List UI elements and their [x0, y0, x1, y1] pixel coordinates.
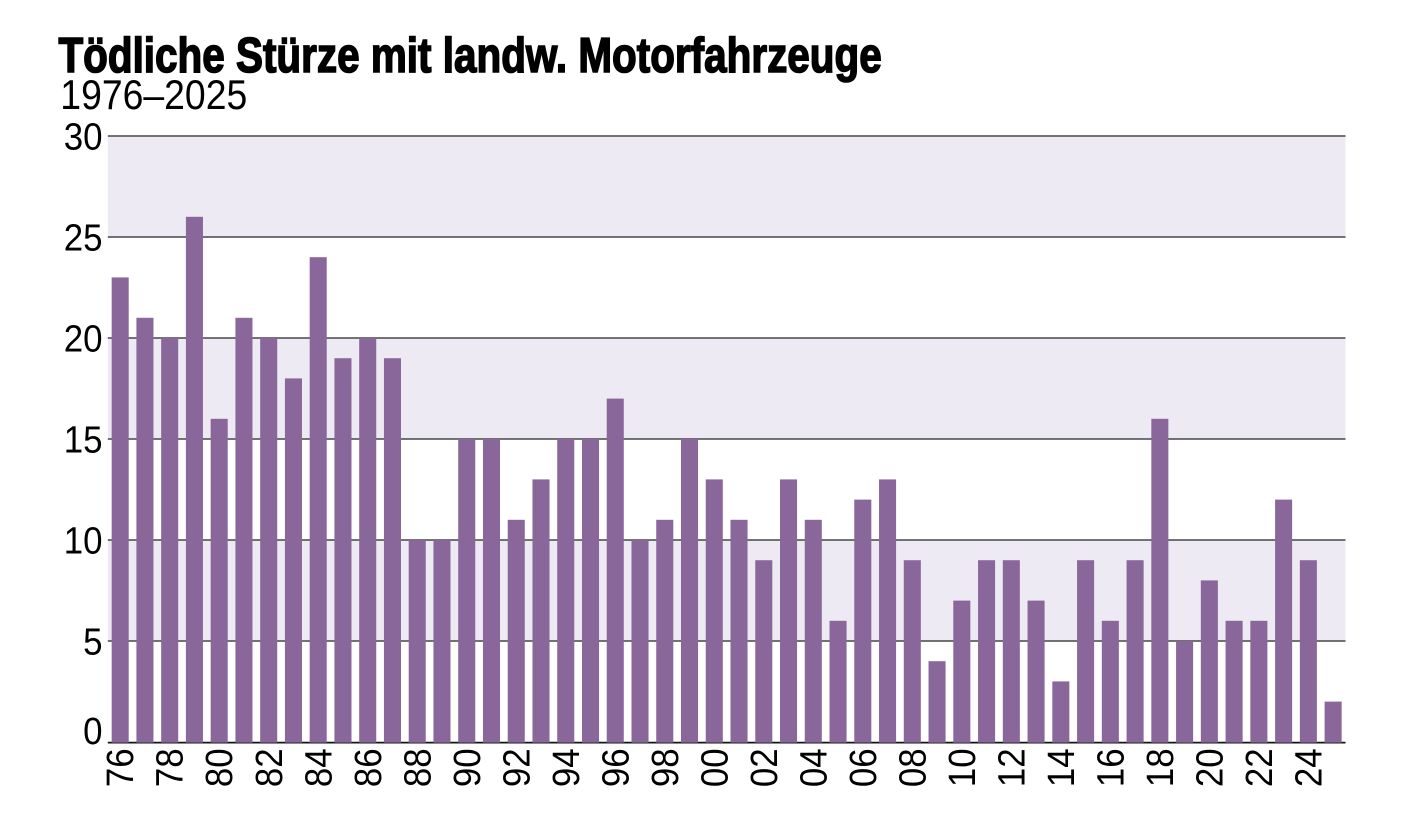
svg-text:16: 16: [1089, 748, 1132, 787]
svg-text:0: 0: [83, 710, 102, 753]
svg-text:5: 5: [83, 620, 102, 663]
svg-text:06: 06: [842, 748, 885, 787]
svg-text:25: 25: [64, 216, 103, 259]
svg-text:86: 86: [347, 748, 390, 787]
svg-text:76: 76: [99, 748, 142, 787]
svg-text:90: 90: [446, 748, 489, 787]
svg-text:00: 00: [693, 748, 736, 787]
svg-text:24: 24: [1287, 748, 1330, 787]
svg-text:02: 02: [743, 748, 786, 787]
svg-text:80: 80: [198, 748, 241, 787]
svg-text:92: 92: [495, 748, 538, 787]
svg-text:96: 96: [594, 748, 637, 787]
svg-text:30: 30: [64, 115, 103, 158]
svg-text:84: 84: [297, 748, 340, 787]
svg-text:14: 14: [1040, 748, 1083, 787]
svg-text:18: 18: [1139, 748, 1182, 787]
svg-text:Tödliche Stürze mit landw. Mot: Tödliche Stürze mit landw. Motorfahrzeug…: [58, 27, 881, 83]
svg-text:1976–2025: 1976–2025: [60, 72, 247, 118]
svg-text:08: 08: [891, 748, 934, 787]
svg-text:04: 04: [792, 748, 835, 787]
svg-text:15: 15: [64, 418, 103, 461]
svg-text:20: 20: [1188, 748, 1231, 787]
svg-text:98: 98: [644, 748, 687, 787]
svg-text:78: 78: [148, 748, 191, 787]
svg-text:82: 82: [247, 748, 290, 787]
svg-text:12: 12: [990, 748, 1033, 787]
svg-text:20: 20: [64, 317, 103, 360]
svg-text:88: 88: [396, 748, 439, 787]
svg-text:10: 10: [941, 748, 984, 787]
svg-text:22: 22: [1238, 748, 1281, 787]
svg-text:94: 94: [545, 748, 588, 787]
svg-text:10: 10: [64, 519, 103, 562]
